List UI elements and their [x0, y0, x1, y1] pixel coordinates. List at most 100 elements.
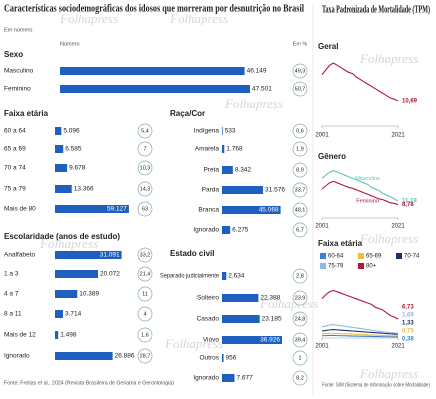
percent-circle	[137, 286, 153, 302]
percent-label: 24,8	[295, 316, 306, 322]
value-label: 36.926	[260, 337, 280, 344]
x-tick-label: 2021	[391, 133, 405, 139]
legend-swatch	[358, 253, 364, 259]
percent-circle	[292, 311, 308, 327]
value-label: 20.072	[100, 271, 120, 278]
category-label: Separado judicialmente	[160, 273, 219, 280]
category-label: Preta	[203, 167, 219, 174]
x-tick-label: 2001	[315, 224, 329, 230]
value-label: 8.342	[235, 167, 252, 174]
category-label: Ignorado	[4, 353, 30, 360]
bar	[222, 336, 283, 344]
category-label: Casado	[197, 316, 220, 323]
category-label: Viúvo	[203, 337, 220, 344]
percent-circle	[292, 81, 308, 97]
category-label: Branca	[198, 207, 219, 214]
bar	[55, 164, 68, 172]
section-title: Estado civil	[170, 249, 214, 258]
percent-label: 63	[142, 206, 148, 212]
bar	[222, 206, 281, 214]
category-label: Solteiro	[197, 295, 219, 302]
percent-label: 33,2	[140, 252, 151, 258]
category-label: Amarela	[195, 146, 220, 153]
watermark: Folhapress	[164, 336, 223, 351]
line	[321, 329, 399, 335]
end-label: 0,75	[402, 329, 414, 335]
percent-label: 4	[143, 311, 146, 317]
percent-circle	[292, 182, 308, 198]
category-label: 1 a 3	[4, 271, 19, 278]
percent-circle	[137, 327, 153, 343]
percent-label: 21,4	[140, 271, 151, 277]
legend-label: 75-79	[328, 264, 344, 270]
value-label: 956	[226, 355, 237, 362]
value-label: 47.501	[252, 86, 272, 93]
value-label: 13.366	[74, 186, 94, 193]
percent-label: 39,4	[295, 337, 306, 343]
value-label: 45.068	[259, 207, 279, 214]
percent-label: 2,8	[296, 273, 304, 279]
column-header: Número	[60, 41, 80, 47]
percent-label: 7	[143, 146, 146, 152]
value-label: 9.678	[69, 165, 86, 172]
bar	[55, 145, 64, 153]
bar	[55, 251, 122, 259]
value-label: 31.091	[100, 252, 120, 259]
percent-circle	[137, 247, 153, 263]
value-label: 2.634	[228, 273, 245, 280]
percent-circle	[292, 268, 308, 284]
value-label: 3.714	[65, 311, 82, 318]
bar	[222, 374, 235, 382]
percent-label: 14,3	[140, 186, 151, 192]
line	[321, 332, 399, 337]
watermark: Folhapress	[39, 236, 98, 251]
legend-swatch	[396, 253, 402, 259]
percent-label: 1,6	[141, 332, 149, 338]
percent-circle	[292, 370, 308, 386]
percent-circle	[137, 266, 153, 282]
category-label: 8 a 11	[4, 311, 22, 318]
end-label: 8,78	[402, 202, 414, 208]
bar	[55, 270, 99, 278]
bar	[222, 315, 260, 323]
bar	[55, 352, 113, 360]
category-label: 75 a 79	[4, 186, 26, 193]
percent-circle	[137, 123, 153, 139]
line	[321, 62, 399, 102]
section-title: Gênero	[318, 152, 346, 161]
bar	[60, 67, 245, 75]
percent-circle	[137, 181, 153, 197]
end-label: 11,19	[402, 198, 417, 204]
section-title: Faixa etária	[318, 239, 363, 248]
category-label: 65 a 69	[4, 146, 26, 153]
x-tick-label: 2001	[315, 344, 329, 350]
category-label: Mais de 80	[4, 206, 36, 213]
x-tick-label: 2001	[315, 133, 329, 139]
value-label: 7.677	[236, 375, 253, 382]
bar	[222, 127, 223, 135]
line	[321, 289, 399, 320]
bar	[222, 354, 224, 362]
source: Fonte: Freitas et al., 2024 (Revista Bra…	[4, 380, 174, 386]
percent-circle	[292, 162, 308, 178]
percent-circle	[292, 350, 308, 366]
percent-label: 5,4	[141, 128, 149, 134]
category-label: Ignorado	[193, 227, 219, 234]
x-tick-label: 2021	[391, 224, 405, 230]
category-label: Analfabeto	[4, 252, 35, 259]
bar	[222, 145, 225, 153]
bar	[55, 310, 63, 318]
percent-circle	[292, 123, 308, 139]
legend-label: 65-69	[366, 254, 382, 260]
bar	[222, 166, 233, 174]
end-label: 1,69	[402, 313, 414, 319]
watermark: Folhapress	[359, 51, 418, 66]
bar	[222, 226, 231, 234]
category-label: Ignorado	[193, 375, 219, 382]
panel-title: Taxa Padronizada de Mortalidade (TPM)	[322, 4, 430, 15]
value-label: 23.185	[262, 316, 282, 323]
category-label: 4 a 7	[4, 291, 19, 298]
percent-circle	[292, 290, 308, 306]
value-label: 1.768	[226, 146, 243, 153]
